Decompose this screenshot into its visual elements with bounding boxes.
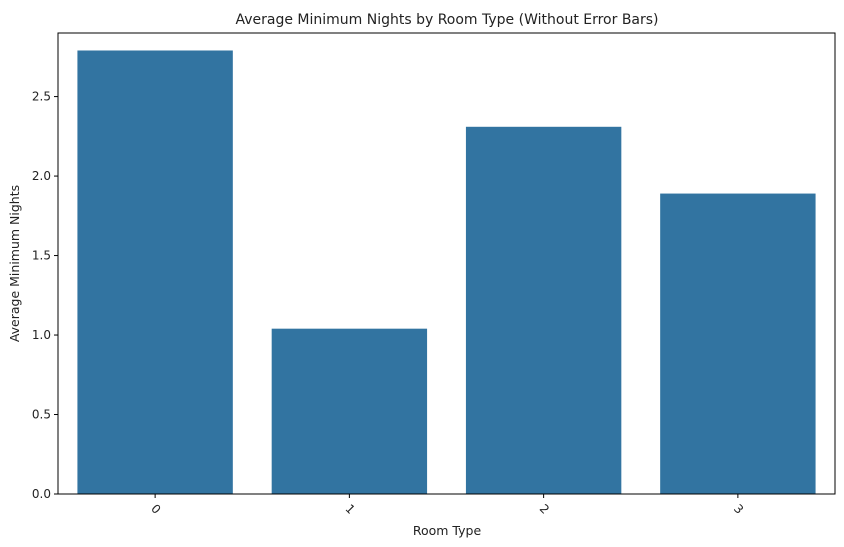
x-tick-label: 3 <box>731 502 746 517</box>
bars-group <box>77 50 816 495</box>
x-axis-label: Room Type <box>413 523 482 538</box>
bar-room-type-0 <box>77 50 233 495</box>
x-tick-label: 1 <box>343 502 358 517</box>
chart-title: Average Minimum Nights by Room Type (Wit… <box>235 12 658 28</box>
y-tick-label: 1.0 <box>32 328 51 342</box>
y-axis-label: Average Minimum Nights <box>7 185 22 342</box>
bar-room-type-1 <box>271 328 428 494</box>
y-axis: 0.0 0.5 1.0 1.5 2.0 2.5 <box>32 90 58 501</box>
x-axis: 0 1 2 3 <box>148 494 746 517</box>
plot-frame <box>57 32 836 495</box>
bar-room-type-3 <box>660 193 816 494</box>
y-tick-label: 1.5 <box>32 249 51 263</box>
y-tick-label: 2.5 <box>32 90 51 104</box>
y-tick-label: 0.0 <box>32 487 51 501</box>
y-tick-label: 2.0 <box>32 169 51 183</box>
x-tick-label: 0 <box>148 502 163 517</box>
y-tick-label: 0.5 <box>32 408 51 422</box>
bar-room-type-2 <box>465 126 622 494</box>
x-tick-label: 2 <box>537 502 552 517</box>
